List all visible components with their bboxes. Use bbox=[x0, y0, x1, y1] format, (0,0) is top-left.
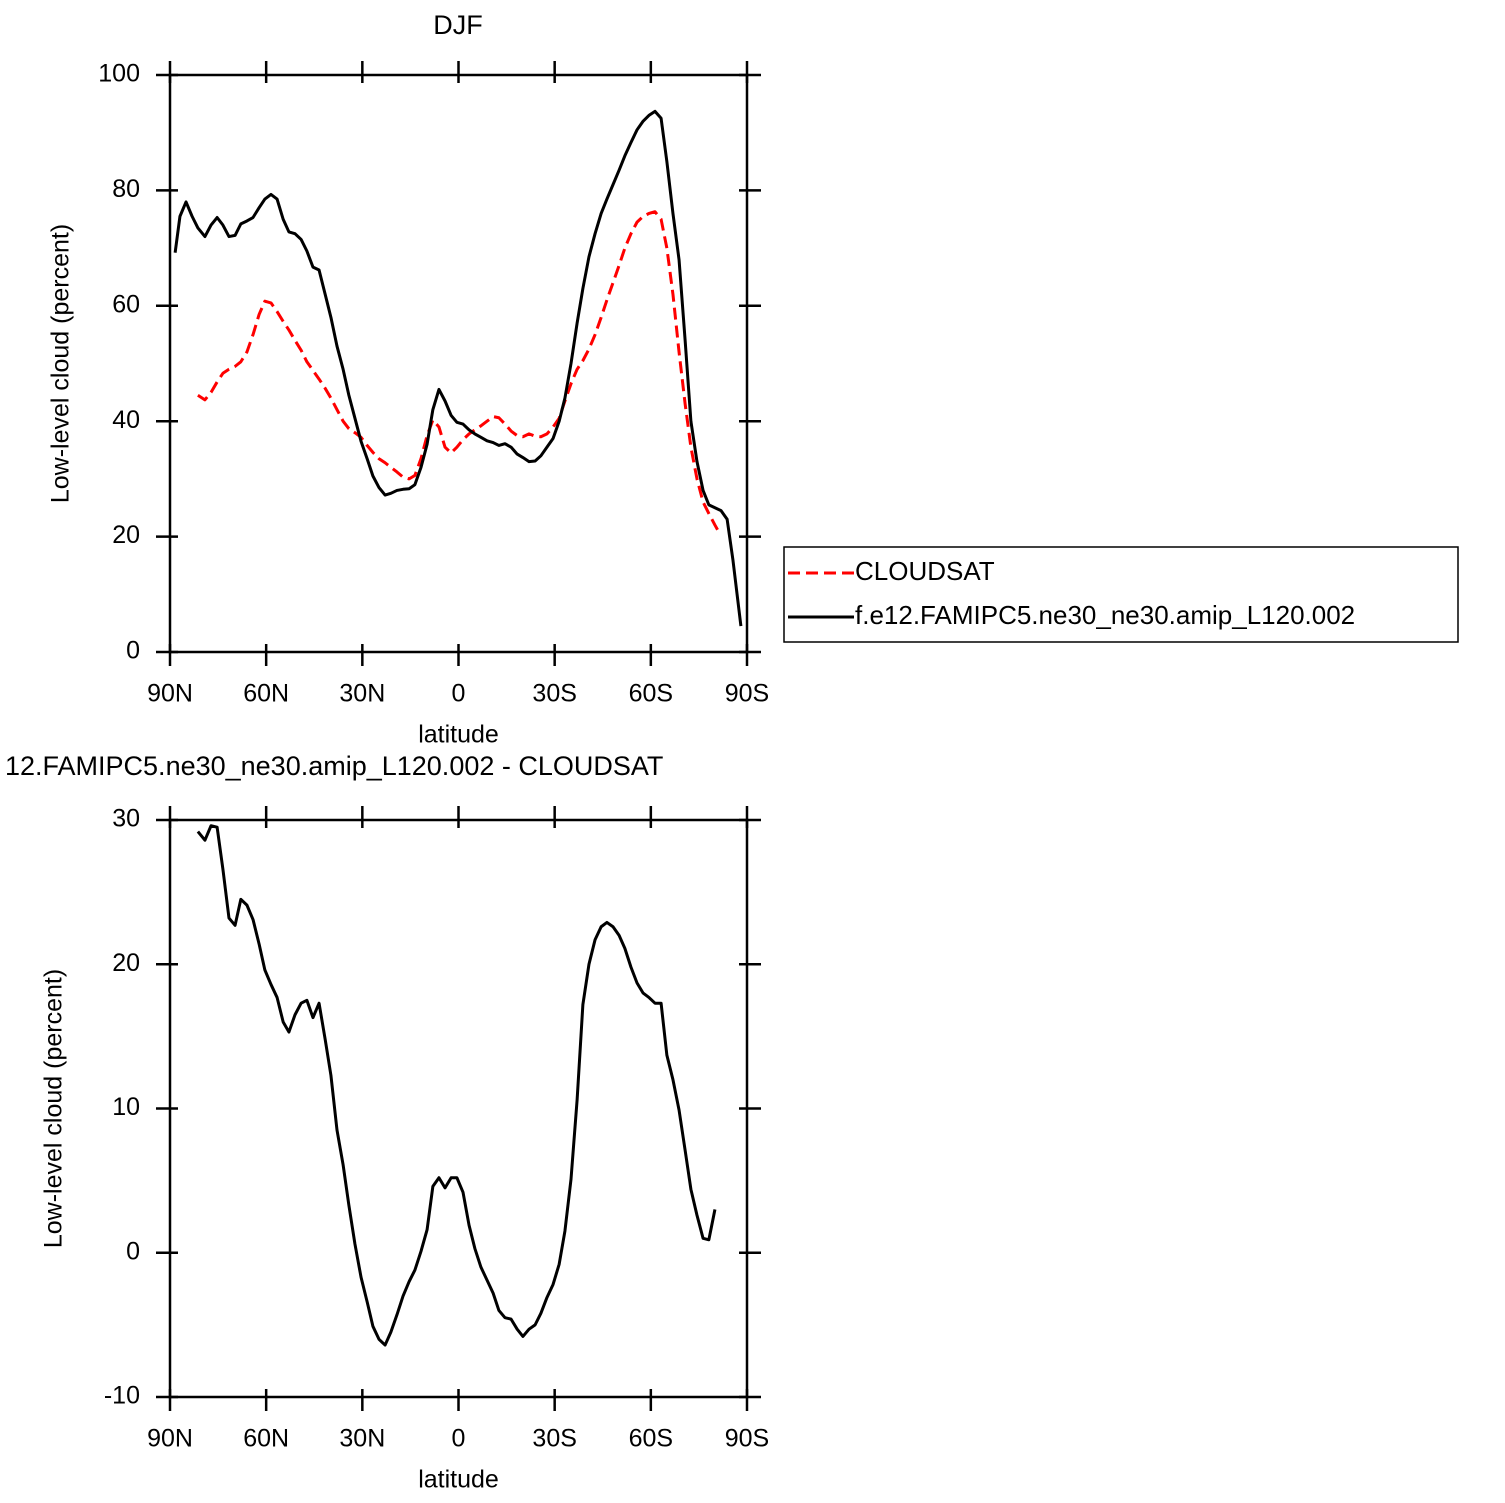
y-tick-label: 80 bbox=[112, 175, 140, 203]
plot-frame bbox=[168, 73, 749, 654]
y-tick-label: 60 bbox=[112, 290, 140, 318]
legend-box bbox=[783, 546, 1459, 643]
x-tick-label: 60N bbox=[243, 680, 289, 708]
x-tick-label: 0 bbox=[452, 680, 466, 708]
y-tick-label: 30 bbox=[112, 805, 140, 833]
chart-title: 12.FAMIPC5.ne30_ne30.amip_L120.002 - CLO… bbox=[5, 751, 663, 781]
x-tick-label: 0 bbox=[452, 1425, 466, 1453]
y-tick-label: 0 bbox=[126, 1237, 140, 1265]
legend-label: CLOUDSAT bbox=[855, 556, 995, 586]
x-tick-label: 30N bbox=[339, 680, 385, 708]
data-line bbox=[196, 824, 717, 1347]
y-axis-label: Low-level cloud (percent) bbox=[47, 224, 75, 503]
x-tick-label: 60S bbox=[629, 680, 673, 708]
x-tick-label: 90N bbox=[147, 1425, 193, 1453]
x-tick-label: 90S bbox=[725, 1425, 769, 1453]
data-line bbox=[197, 210, 720, 532]
y-tick-label: 40 bbox=[112, 406, 140, 434]
x-tick-label: 90S bbox=[725, 680, 769, 708]
chart-title: DJF bbox=[433, 10, 483, 40]
x-tick-label: 60S bbox=[629, 1425, 673, 1453]
legend-label: f.e12.FAMIPC5.ne30_ne30.amip_L120.002 bbox=[855, 600, 1355, 630]
data-line bbox=[173, 109, 743, 627]
x-tick-label: 60N bbox=[243, 1425, 289, 1453]
y-tick-label: 20 bbox=[112, 949, 140, 977]
x-tick-label: 30S bbox=[532, 1425, 576, 1453]
y-tick-label: 0 bbox=[126, 637, 140, 665]
x-tick-label: 30N bbox=[339, 1425, 385, 1453]
y-tick-label: 10 bbox=[112, 1093, 140, 1121]
x-axis-label: latitude bbox=[418, 721, 499, 749]
y-tick-label: 20 bbox=[112, 521, 140, 549]
x-tick-label: 30S bbox=[532, 680, 576, 708]
x-tick-label: 90N bbox=[147, 680, 193, 708]
y-tick-label: -10 bbox=[104, 1382, 140, 1410]
x-axis-label: latitude bbox=[418, 1466, 499, 1494]
y-axis-label: Low-level cloud (percent) bbox=[40, 969, 68, 1248]
y-tick-label: 100 bbox=[98, 60, 140, 88]
plot-frame bbox=[168, 818, 749, 1399]
